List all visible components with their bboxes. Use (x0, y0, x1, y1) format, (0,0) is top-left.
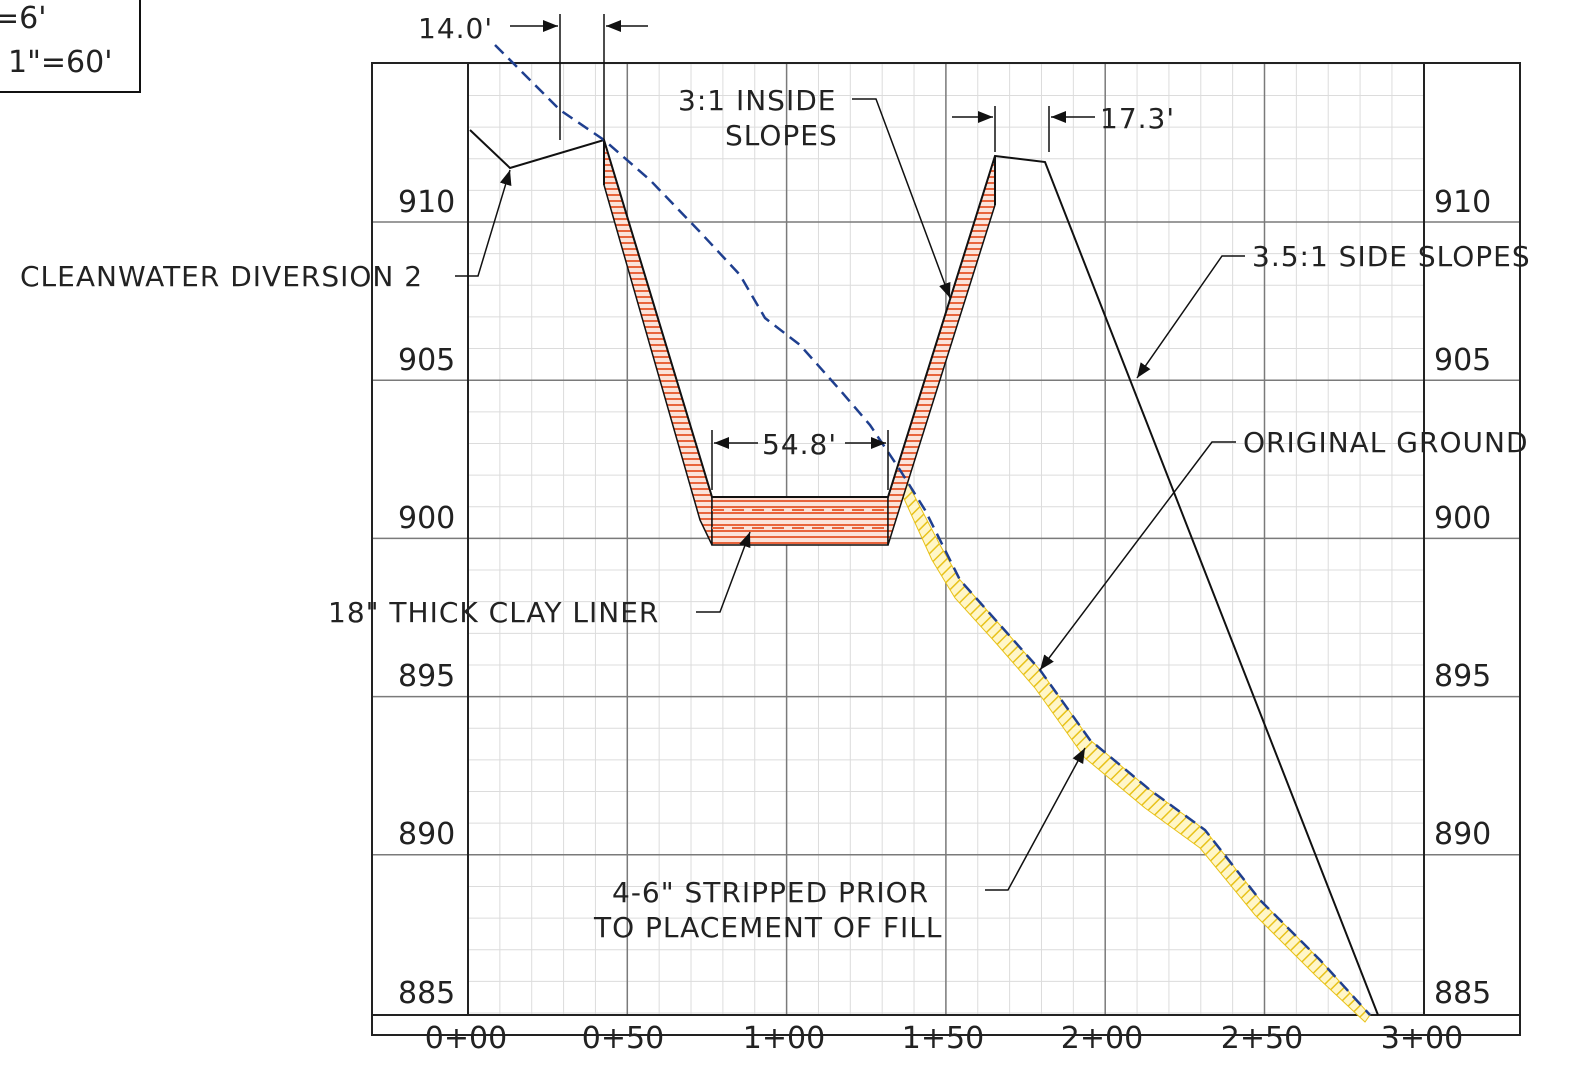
elevation-labels-left: 910 905 900 895 890 885 (398, 185, 455, 1011)
dim-17-label: 17.3' (1100, 102, 1175, 135)
dimension-14: 14.0' (418, 12, 648, 140)
callout-inside-slopes: 3:1 INSIDE SLOPES (678, 84, 951, 299)
station-label-5: 2+50 (1221, 1021, 1303, 1056)
side-slopes-label: 3.5:1 SIDE SLOPES (1252, 240, 1531, 273)
inside-slopes-label-2: SLOPES (725, 119, 838, 152)
station-label-0: 0+00 (425, 1021, 507, 1056)
original-ground-label: ORIGINAL GROUND (1243, 426, 1529, 459)
elev-label-910-right: 910 (1434, 185, 1491, 220)
dim-54-label: 54.8' (762, 428, 837, 461)
clay-liner-right-slope (887, 155, 996, 546)
station-label-4: 2+00 (1061, 1021, 1143, 1056)
dim-14-label: 14.0' (418, 12, 493, 45)
elev-label-905-right: 905 (1434, 343, 1491, 378)
callout-stripped: 4-6" STRIPPED PRIOR TO PLACEMENT OF FILL (593, 747, 1086, 944)
station-labels: 0+00 0+50 1+00 1+50 2+00 2+50 3+00 (425, 1021, 1463, 1056)
dimension-17: 17.3' (952, 102, 1175, 152)
callout-cleanwater: CLEANWATER DIVERSION 2 (20, 169, 512, 293)
original-ground-line (494, 44, 1371, 1016)
station-label-2: 1+00 (743, 1021, 825, 1056)
clay-liner-label: 18" THICK CLAY LINER (328, 596, 659, 629)
elev-label-885-right: 885 (1434, 976, 1491, 1011)
elevation-labels-right: 910 905 900 895 890 885 (1434, 185, 1491, 1011)
cleanwater-label: CLEANWATER DIVERSION 2 (20, 260, 423, 293)
elev-label-890-left: 890 (398, 817, 455, 852)
elev-label-895-right: 895 (1434, 659, 1491, 694)
scale-box: =6' 1"=60' (0, 0, 141, 93)
stripped-label-2: TO PLACEMENT OF FILL (593, 911, 942, 944)
callout-original-ground: ORIGINAL GROUND (1039, 426, 1529, 671)
elev-label-885-left: 885 (398, 976, 455, 1011)
fill-hatch-area (899, 476, 1371, 1023)
elev-label-910-left: 910 (398, 185, 455, 220)
station-label-6: 3+00 (1381, 1021, 1463, 1056)
elev-label-890-right: 890 (1434, 817, 1491, 852)
scale-vertical: =6' (0, 1, 46, 36)
station-label-1: 0+50 (582, 1021, 664, 1056)
elev-label-895-left: 895 (398, 659, 455, 694)
inside-slopes-label-1: 3:1 INSIDE (678, 84, 836, 117)
elev-label-900-right: 900 (1434, 501, 1491, 536)
station-label-3: 1+50 (902, 1021, 984, 1056)
plot-frame (371, 62, 1521, 1036)
clay-liner (603, 139, 996, 546)
major-grid (372, 63, 1520, 1015)
clay-liner-bottom (711, 496, 889, 546)
clay-liner-left-slope (603, 139, 713, 546)
dimension-54: 54.8' (711, 428, 889, 490)
stripped-label-1: 4-6" STRIPPED PRIOR (612, 876, 929, 909)
elev-label-900-left: 900 (398, 501, 455, 536)
scale-horizontal: 1"=60' (8, 45, 112, 80)
design-section (469, 129, 1379, 1016)
callout-clay-liner: 18" THICK CLAY LINER (328, 531, 751, 629)
callout-side-slopes: 3.5:1 SIDE SLOPES (1136, 240, 1531, 379)
elev-label-905-left: 905 (398, 343, 455, 378)
